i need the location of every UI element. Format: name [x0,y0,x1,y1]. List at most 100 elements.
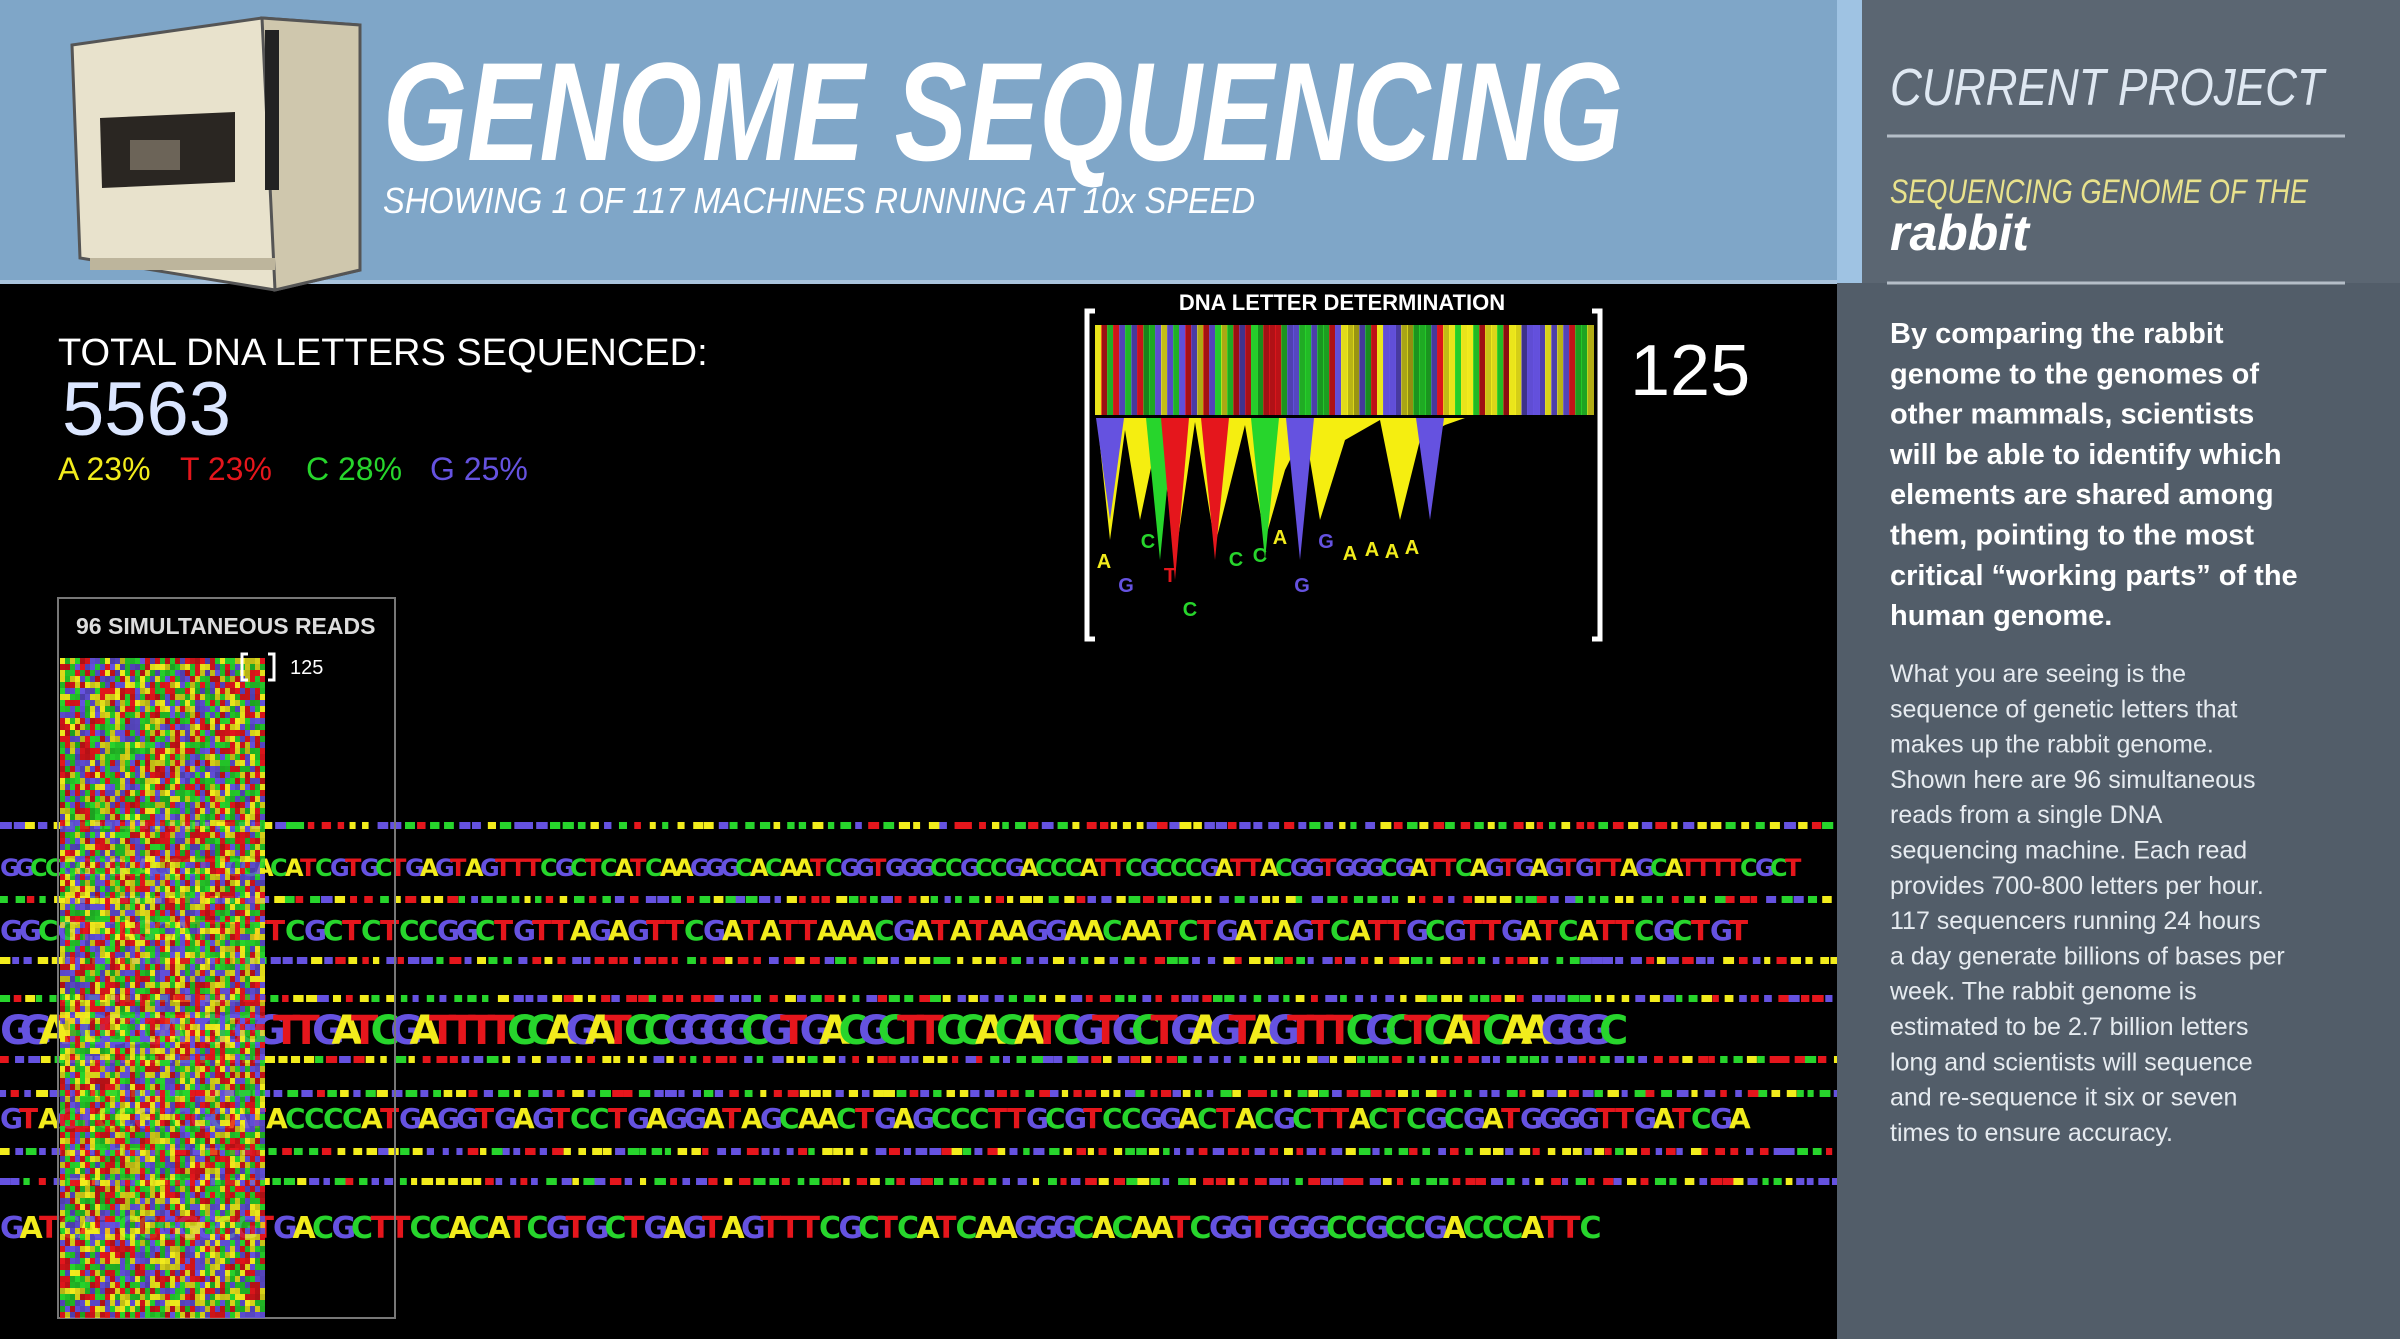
read-cell [120,1108,125,1114]
minor-read [1345,1148,1356,1155]
read-cell [110,922,115,928]
minor-read [1025,1090,1035,1097]
minor-read [1671,896,1679,903]
minor-read [1453,995,1463,1002]
description-line: and re-sequence it six or seven [1890,1084,2237,1112]
read-cell [95,1150,100,1156]
read-cell [155,664,160,670]
read-cell [205,934,210,940]
read-cell [65,1186,70,1192]
minor-read [400,1148,410,1155]
read-cell [90,820,95,826]
read-cell [95,940,100,946]
read-cell [115,964,120,970]
read-cell [145,898,150,904]
read-cell [155,874,160,880]
read-cell [85,814,90,820]
read-cell [170,964,175,970]
minor-read [602,1148,612,1155]
read-cell [190,1084,195,1090]
read-cell [90,850,95,856]
read-cell [140,1180,145,1186]
minor-read [15,1148,24,1155]
read-cell [190,1132,195,1138]
minor-read [1569,957,1580,964]
read-cell [105,796,110,802]
read-cell [230,760,235,766]
read-cell [200,1144,205,1150]
minor-read [808,1148,815,1155]
read-cell [230,1180,235,1186]
read-cell [90,952,95,958]
base-percent: C 28% [306,451,402,487]
minor-read [623,1090,633,1097]
read-cell [180,976,185,982]
read-cell [175,664,180,670]
read-cell [120,700,125,706]
read-cell [200,1090,205,1096]
read-cell [175,724,180,730]
read-cell [140,742,145,748]
read-cell [65,664,70,670]
read-cell [95,868,100,874]
read-cell [65,676,70,682]
read-cell [255,748,260,754]
read-cell [115,1096,120,1102]
read-cell [205,778,210,784]
read-cell [190,736,195,742]
signal-stripe [1095,325,1102,415]
read-cell [205,700,210,706]
minor-read [317,995,329,1002]
minor-read [1407,1056,1415,1063]
minor-read [972,957,982,964]
read-cell [180,1090,185,1096]
read-cell [100,868,105,874]
read-cell [185,826,190,832]
read-cell [120,1060,125,1066]
read-cell [230,694,235,700]
read-cell [155,1066,160,1072]
read-cell [230,1048,235,1054]
minor-read [1202,995,1212,1002]
read-cell [110,1126,115,1132]
read-cell [130,1048,135,1054]
minor-read [1505,1148,1514,1155]
read-cell [135,832,140,838]
read-cell [205,718,210,724]
read-cell [160,1048,165,1054]
read-cell [75,814,80,820]
read-cell [135,1024,140,1030]
minor-read [838,995,846,1002]
read-cell [180,880,185,886]
read-cell [130,904,135,910]
minor-read [408,1056,415,1063]
read-cell [105,676,110,682]
read-cell [220,934,225,940]
read-cell [95,1030,100,1036]
read-cell [210,844,215,850]
read-cell [245,712,250,718]
minor-read [1239,1178,1248,1185]
read-cell [65,706,70,712]
read-cell [135,940,140,946]
read-cell [80,1198,85,1204]
read-cell [175,670,180,676]
read-cell [80,910,85,916]
read-cell [95,796,100,802]
read-cell [100,742,105,748]
read-cell [245,706,250,712]
read-cell [130,808,135,814]
read-cell [260,916,265,922]
read-cell [90,1114,95,1120]
read-cell [90,1030,95,1036]
minor-read [700,957,707,964]
read-cell [210,736,215,742]
minor-read [753,957,761,964]
read-cell [245,1090,250,1096]
read-cell [195,1192,200,1198]
minor-read [1023,995,1036,1002]
minor-read [39,896,46,903]
read-cell [155,724,160,730]
read-cell [65,874,70,880]
read-cell [65,658,70,664]
